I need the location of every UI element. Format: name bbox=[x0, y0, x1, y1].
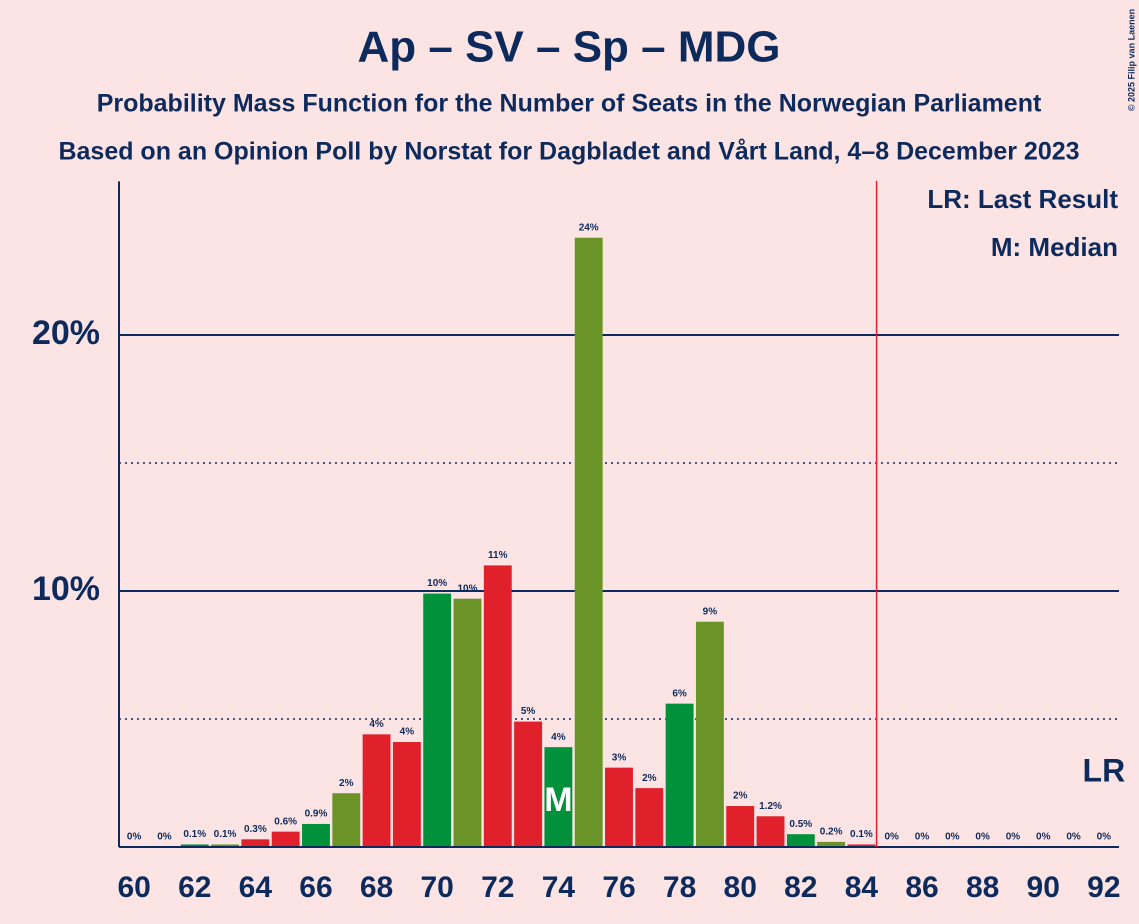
value-label: 0.2% bbox=[820, 827, 843, 838]
x-tick-label: 60 bbox=[117, 871, 150, 904]
value-label: 0% bbox=[1097, 832, 1112, 843]
value-label: 0.1% bbox=[183, 829, 206, 840]
bar bbox=[695, 621, 724, 847]
value-label: 24% bbox=[579, 222, 599, 233]
value-label: 10% bbox=[457, 583, 477, 594]
value-label: 0% bbox=[975, 832, 990, 843]
value-label: 2% bbox=[733, 791, 748, 802]
x-tick-label: 92 bbox=[1087, 871, 1120, 904]
copyright: © 2025 Filip van Laenen bbox=[1126, 9, 1136, 111]
x-tick-label: 74 bbox=[542, 871, 576, 904]
x-tick-label: 64 bbox=[239, 871, 273, 904]
bar bbox=[605, 767, 633, 847]
legend-entry: LR: Last Result bbox=[927, 184, 1118, 214]
x-tick-label: 72 bbox=[481, 871, 514, 904]
value-label: 0% bbox=[945, 832, 960, 843]
bar bbox=[574, 237, 603, 848]
value-label: 2% bbox=[642, 773, 657, 784]
x-tick-label: 86 bbox=[905, 871, 938, 904]
x-tick-label: 80 bbox=[724, 871, 757, 904]
bar bbox=[817, 841, 846, 847]
legend-entry: M: Median bbox=[991, 232, 1118, 262]
value-label: 0.6% bbox=[274, 816, 297, 827]
chart-subtitle: Probability Mass Function for the Number… bbox=[97, 90, 1042, 118]
x-tick-label: 78 bbox=[663, 871, 696, 904]
value-label: 0.9% bbox=[305, 809, 328, 820]
value-label: 4% bbox=[369, 719, 384, 730]
x-tick-label: 66 bbox=[299, 871, 332, 904]
bar bbox=[241, 839, 270, 847]
value-label: 0.1% bbox=[214, 829, 237, 840]
value-label: 2% bbox=[339, 778, 354, 789]
bar bbox=[271, 831, 300, 847]
bar bbox=[302, 823, 330, 847]
bar bbox=[847, 844, 876, 847]
chart-subtitle: Based on an Opinion Poll by Norstat for … bbox=[58, 138, 1079, 166]
value-label: 0% bbox=[1006, 832, 1021, 843]
y-tick-label: 20% bbox=[32, 314, 100, 352]
bar bbox=[392, 742, 421, 847]
bar bbox=[423, 593, 452, 847]
value-label: 0.1% bbox=[850, 829, 873, 840]
last-result-marker: LR bbox=[1083, 752, 1126, 788]
value-label: 0% bbox=[1036, 832, 1051, 843]
value-label: 9% bbox=[703, 606, 718, 617]
value-label: 0.3% bbox=[244, 824, 267, 835]
value-label: 0% bbox=[127, 832, 142, 843]
value-label: 5% bbox=[521, 706, 536, 717]
x-tick-label: 84 bbox=[845, 871, 879, 904]
bar bbox=[211, 844, 239, 847]
bar bbox=[362, 734, 391, 847]
value-label: 4% bbox=[400, 727, 415, 738]
bar bbox=[786, 834, 815, 847]
x-tick-label: 62 bbox=[178, 871, 211, 904]
value-label: 0.5% bbox=[789, 819, 812, 830]
median-marker: M bbox=[544, 781, 572, 819]
bar bbox=[635, 788, 664, 847]
value-label: 6% bbox=[672, 688, 687, 699]
y-tick-label: 10% bbox=[32, 570, 100, 608]
bar bbox=[483, 565, 512, 847]
value-label: 3% bbox=[612, 752, 627, 763]
value-label: 0% bbox=[157, 832, 172, 843]
value-label: 10% bbox=[427, 578, 447, 589]
value-label: 0% bbox=[885, 832, 900, 843]
bar bbox=[544, 747, 573, 847]
value-label: 11% bbox=[488, 550, 508, 561]
x-tick-label: 90 bbox=[1027, 871, 1060, 904]
bar bbox=[180, 844, 209, 847]
value-label: 4% bbox=[551, 732, 566, 743]
bar bbox=[756, 816, 785, 847]
bar bbox=[665, 703, 694, 847]
value-label: 1.2% bbox=[759, 801, 782, 812]
x-tick-label: 82 bbox=[784, 871, 817, 904]
x-tick-label: 70 bbox=[420, 871, 453, 904]
bar bbox=[332, 793, 361, 847]
value-label: 0% bbox=[915, 832, 930, 843]
x-tick-label: 88 bbox=[966, 871, 999, 904]
bar bbox=[726, 806, 755, 847]
bar bbox=[514, 721, 543, 847]
value-label: 0% bbox=[1066, 832, 1081, 843]
x-tick-label: 68 bbox=[360, 871, 393, 904]
x-tick-label: 76 bbox=[602, 871, 635, 904]
chart-title: Ap – SV – Sp – MDG bbox=[358, 23, 781, 72]
bar bbox=[453, 598, 482, 847]
